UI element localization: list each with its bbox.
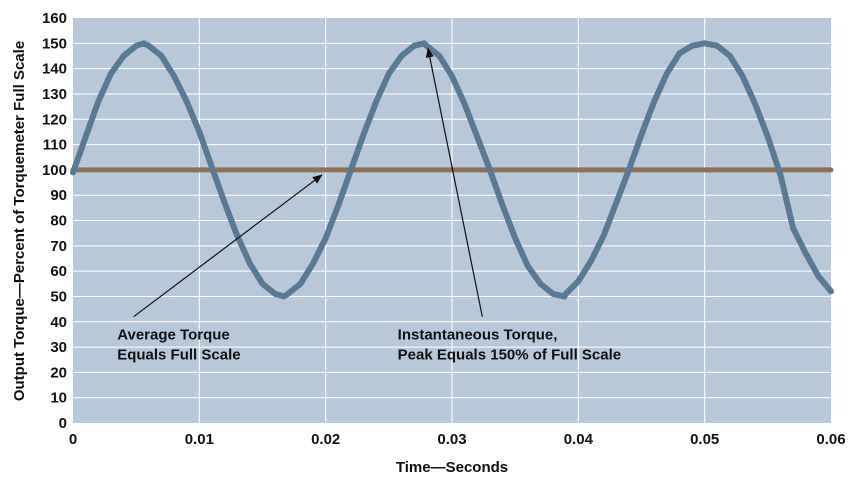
annotation-text: Peak Equals 150% of Full Scale bbox=[398, 346, 621, 363]
annotation-text: Equals Full Scale bbox=[117, 346, 240, 363]
instantaneous-torque-line bbox=[70, 40, 834, 300]
x-tick-label: 0.05 bbox=[690, 431, 719, 448]
y-axis-label: Output Torque—Percent of Torquemeter Ful… bbox=[11, 41, 28, 401]
annotations: Average Torque Equals Full Scale Instantan… bbox=[117, 47, 621, 363]
y-tick-label: 0 bbox=[59, 415, 67, 432]
y-tick-label: 60 bbox=[50, 263, 67, 280]
x-tick-label: 0.02 bbox=[311, 431, 340, 448]
x-tick-label: 0.06 bbox=[816, 431, 845, 448]
tick-labels: 0 10 20 30 40 50 60 70 80 90 100 110 120 130 140 150 160… bbox=[42, 10, 846, 448]
x-tick-label: 0 bbox=[69, 431, 77, 448]
x-tick-label: 0.03 bbox=[437, 431, 466, 448]
x-axis-label: Time—Seconds bbox=[396, 459, 508, 476]
y-tick-label: 160 bbox=[42, 10, 67, 27]
y-tick-label: 70 bbox=[50, 238, 67, 255]
y-tick-label: 120 bbox=[42, 111, 67, 128]
y-tick-label: 130 bbox=[42, 86, 67, 103]
annotation-text: Average Torque bbox=[117, 326, 230, 343]
y-tick-label: 50 bbox=[50, 288, 67, 305]
y-tick-label: 90 bbox=[50, 187, 67, 204]
x-tick-label: 0.04 bbox=[564, 431, 594, 448]
annotation-arrow bbox=[425, 47, 483, 317]
y-tick-label: 20 bbox=[50, 364, 67, 381]
y-tick-label: 140 bbox=[42, 61, 67, 78]
y-tick-label: 100 bbox=[42, 162, 67, 179]
annotation-text: Instantaneous Torque, bbox=[398, 326, 558, 343]
y-tick-label: 30 bbox=[50, 339, 67, 356]
y-tick-label: 80 bbox=[50, 213, 67, 230]
y-tick-label: 40 bbox=[50, 314, 67, 331]
y-tick-label: 10 bbox=[50, 390, 67, 407]
y-tick-label: 110 bbox=[43, 137, 67, 154]
x-tick-label: 0.01 bbox=[185, 431, 214, 448]
annotation-arrow bbox=[133, 174, 323, 318]
y-tick-label: 150 bbox=[42, 35, 67, 52]
